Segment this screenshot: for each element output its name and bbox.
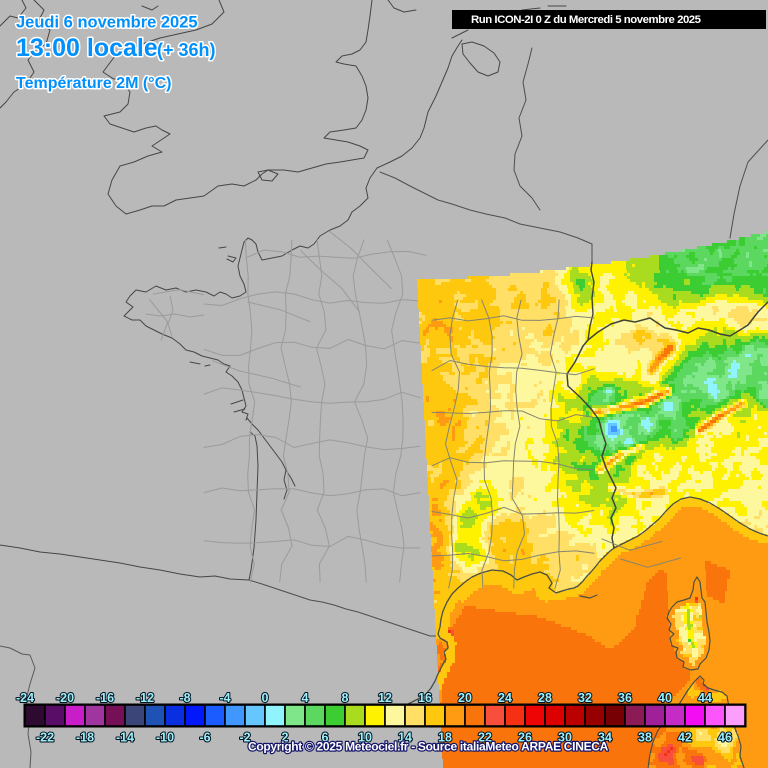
svg-text:8: 8 (342, 691, 349, 705)
svg-text:12: 12 (378, 691, 392, 705)
svg-text:2: 2 (282, 731, 289, 745)
svg-text:(+ 36h): (+ 36h) (157, 40, 216, 60)
svg-text:28: 28 (538, 691, 552, 705)
svg-text:42: 42 (678, 731, 692, 745)
svg-text:30: 30 (558, 731, 572, 745)
svg-text:16: 16 (418, 691, 432, 705)
svg-text:Run ICON-2I 0 Z du Mercredi 5: Run ICON-2I 0 Z du Mercredi 5 novembre 2… (471, 14, 702, 26)
svg-text:-14: -14 (116, 731, 134, 745)
svg-text:-12: -12 (136, 691, 154, 705)
svg-text:6: 6 (322, 731, 329, 745)
svg-text:-2: -2 (239, 731, 250, 745)
svg-text:Température 2M (°C): Température 2M (°C) (16, 75, 171, 92)
svg-text:-10: -10 (156, 731, 174, 745)
svg-text:32: 32 (578, 691, 592, 705)
svg-text:-16: -16 (96, 691, 114, 705)
svg-text:24: 24 (498, 691, 512, 705)
svg-text:18: 18 (438, 731, 452, 745)
svg-text:34: 34 (598, 731, 612, 745)
svg-text:4: 4 (302, 691, 309, 705)
svg-text:Jeudi 6 novembre 2025: Jeudi 6 novembre 2025 (16, 14, 198, 32)
svg-text:38: 38 (638, 731, 652, 745)
svg-text:46: 46 (718, 731, 732, 745)
svg-text:40: 40 (658, 691, 672, 705)
svg-text:26: 26 (518, 731, 532, 745)
svg-text:-22: -22 (36, 731, 54, 745)
svg-text:-6: -6 (199, 731, 210, 745)
svg-text:-4: -4 (219, 691, 230, 705)
svg-text:44: 44 (698, 691, 712, 705)
svg-text:-18: -18 (76, 731, 94, 745)
svg-text:36: 36 (618, 691, 632, 705)
svg-text:-24: -24 (16, 691, 34, 705)
svg-text:Copyright © 2025 Meteociel.fr: Copyright © 2025 Meteociel.fr - Source i… (248, 740, 609, 754)
svg-text:0: 0 (262, 691, 269, 705)
svg-text:-8: -8 (179, 691, 190, 705)
svg-text:22: 22 (478, 731, 492, 745)
svg-text:-20: -20 (56, 691, 74, 705)
svg-text:10: 10 (358, 731, 372, 745)
svg-text:13:00 locale: 13:00 locale (16, 34, 158, 62)
svg-text:14: 14 (398, 731, 412, 745)
svg-text:20: 20 (458, 691, 472, 705)
